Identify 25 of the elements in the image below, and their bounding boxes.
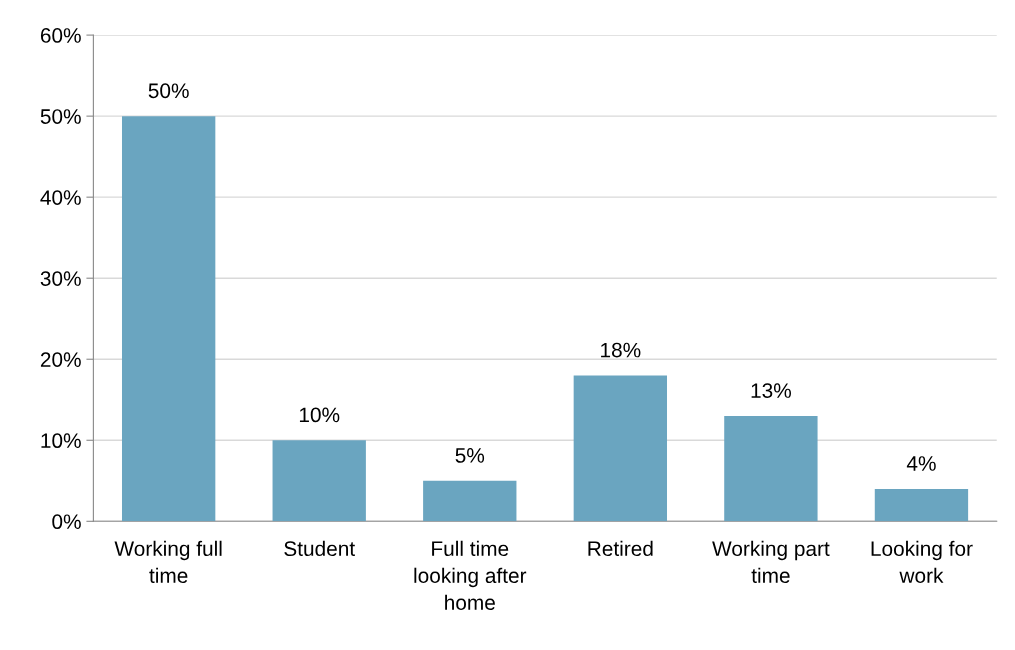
bar (121, 116, 216, 522)
y-tick-label: 30% (40, 271, 81, 286)
bar (423, 480, 517, 522)
bar (724, 415, 818, 522)
x-tick-label: Working full time (114, 540, 222, 584)
y-tick-label: 20% (40, 352, 81, 367)
bar (874, 488, 969, 522)
x-tick-label: Retired (588, 540, 653, 557)
data-label: 5% (455, 448, 485, 463)
x-tick-label: Full time looking after home (414, 540, 527, 610)
y-tick-label: 10% (41, 433, 81, 449)
x-tick-label: Working part time (712, 540, 830, 584)
y-tick-label: 50% (40, 109, 81, 124)
data-label: 4% (906, 456, 936, 471)
y-tick-label: 60% (40, 28, 81, 43)
data-label: 10% (299, 407, 340, 423)
bar (272, 440, 366, 522)
data-label: 50% (148, 83, 189, 99)
data-label: 13% (751, 383, 791, 398)
data-label: 18% (601, 342, 641, 358)
bar (573, 375, 668, 522)
y-tick-label: 40% (40, 190, 81, 205)
y-tick-label: 0% (52, 514, 81, 530)
x-tick-label: Student (284, 540, 355, 557)
x-tick-label: Looking for work (871, 540, 973, 584)
